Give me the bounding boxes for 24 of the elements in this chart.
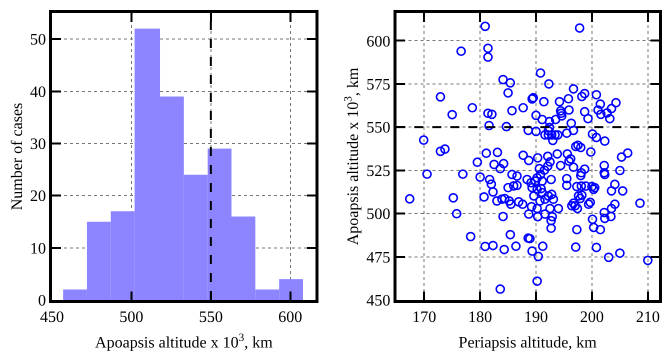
x-tick-label: 550	[198, 308, 223, 326]
x-tick-label: 210	[636, 308, 660, 326]
y-tick-label: 0	[38, 292, 46, 310]
y-tick-label: 550	[366, 120, 390, 137]
x-tick-label: 170	[412, 308, 436, 326]
x-axis-title: Periapsis altitude, km	[458, 334, 598, 352]
y-tick-label: 450	[366, 292, 390, 310]
x-tick-label: 600	[278, 308, 302, 326]
y-axis-title: Number of cases	[8, 102, 26, 210]
y-tick-label: 525	[366, 162, 390, 180]
y-tick-label: 40	[30, 84, 46, 101]
y-tick-label: 50	[30, 32, 46, 49]
y-tick-label: 600	[366, 33, 390, 50]
x-tick-label: 500	[119, 308, 144, 326]
y-tick-label: 500	[366, 206, 390, 224]
x-tick-label: 180	[468, 308, 492, 326]
y-tick-label: 20	[30, 188, 46, 206]
y-tick-label: 475	[366, 249, 390, 266]
y-tick-label: 10	[30, 240, 46, 258]
y-tick-label: 575	[366, 76, 390, 94]
x-tick-label: 190	[524, 308, 548, 326]
x-tick-label: 200	[580, 308, 604, 326]
x-axis-title: Apoapsis altitude x 10$^{3}$, km	[95, 332, 274, 352]
y-tick-label: 30	[30, 136, 46, 154]
